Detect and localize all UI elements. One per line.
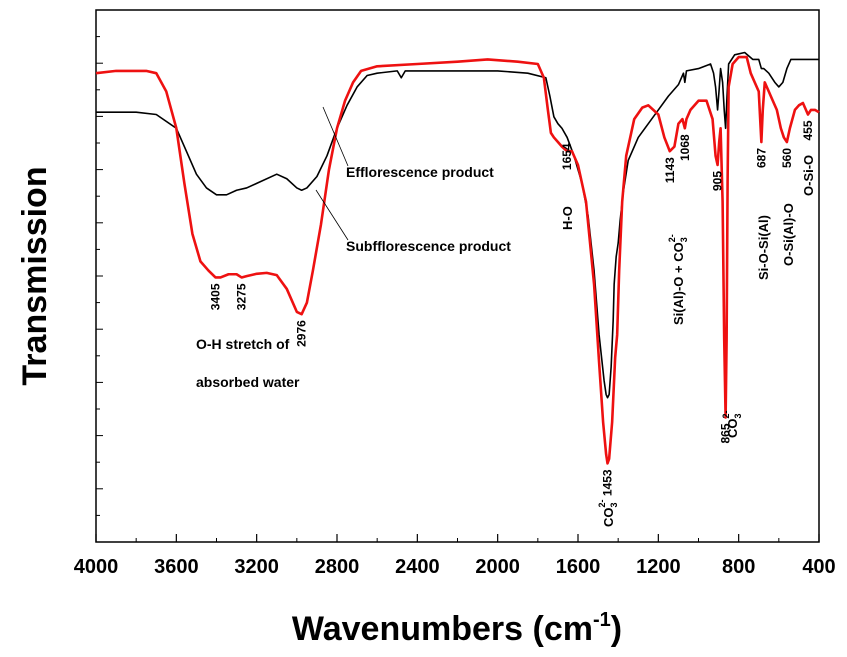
x-tick-label: 2000 [475, 556, 520, 578]
x-tick-label: 400 [802, 556, 835, 578]
peak-label-1453: 1453 [601, 469, 615, 496]
efflorescence-leader [322, 106, 349, 167]
peak-label-560: 560 [780, 148, 794, 168]
subfflorescence-leader [315, 189, 349, 241]
oh-stretch-note-line2: absorbed water [196, 374, 300, 390]
peak-label-3275: 3275 [235, 283, 249, 310]
peak-label-1068: 1068 [678, 134, 692, 161]
x-tick-label: 800 [722, 556, 755, 578]
co3-1453-assignment: CO32- [597, 499, 619, 527]
peak-label-1143: 1143 [663, 157, 677, 183]
si-al-o-co3-sub: 3 [679, 237, 689, 242]
series-efflorescence-line [96, 51, 819, 399]
peak-label-1654: 1654 [560, 143, 574, 170]
co3-865-assignment: CO32- [721, 410, 743, 438]
y-axis-ticks [96, 36, 103, 516]
x-tick-label: 1600 [556, 556, 601, 578]
co3-865-sup: 2- [721, 410, 731, 418]
series-subfflorescence-line [95, 55, 820, 465]
si-al-o-co3-sup: 2- [667, 234, 677, 242]
h-o-assignment: H-O [560, 206, 575, 230]
x-tick-label: 2800 [315, 556, 360, 578]
peak-label-2976: 2976 [295, 320, 309, 347]
x-axis-title-sup: -1 [593, 609, 611, 631]
efflorescence-label: Efflorescence product [346, 164, 494, 180]
x-tick-label: 3600 [154, 556, 199, 578]
o-si-o-assignment: O-Si-O [801, 155, 816, 196]
x-tick-label: 3200 [234, 556, 279, 578]
co3-1453-sup: 2- [597, 499, 607, 507]
subfflorescence-label: Subfflorescence product [346, 238, 511, 254]
peak-label-905: 905 [711, 171, 725, 191]
co3-1453-sub: 3 [609, 502, 619, 507]
peak-label-687: 687 [754, 148, 768, 168]
x-tick-label: 1200 [636, 556, 681, 578]
si-o-si-al-assignment: Si-O-Si(Al) [756, 215, 771, 280]
peak-label-455: 455 [801, 120, 815, 140]
x-axis-title-end: ) [611, 610, 622, 648]
peak-label-3405: 3405 [209, 283, 223, 310]
plot-frame [95, 9, 820, 543]
co3-865-sub: 3 [733, 413, 743, 418]
x-axis-ticks: 4000 3600 3200 2800 2400 2000 1600 1200 800 400 [74, 534, 836, 578]
y-axis-title: Transmission [16, 166, 54, 385]
o-si-al-o-assignment: O-Si(Al)-O [781, 203, 796, 266]
x-tick-label: 2400 [395, 556, 440, 578]
peak-label-865: 865 [719, 423, 733, 443]
oh-stretch-note-line1: O-H stretch of [196, 336, 290, 352]
si-al-o-co3-assignment: Si(Al)-O + CO32- [667, 234, 689, 325]
x-axis-title: Wavenumbers (cm-1) [292, 609, 622, 648]
x-tick-label: 4000 [74, 556, 119, 578]
series-group [95, 51, 820, 465]
